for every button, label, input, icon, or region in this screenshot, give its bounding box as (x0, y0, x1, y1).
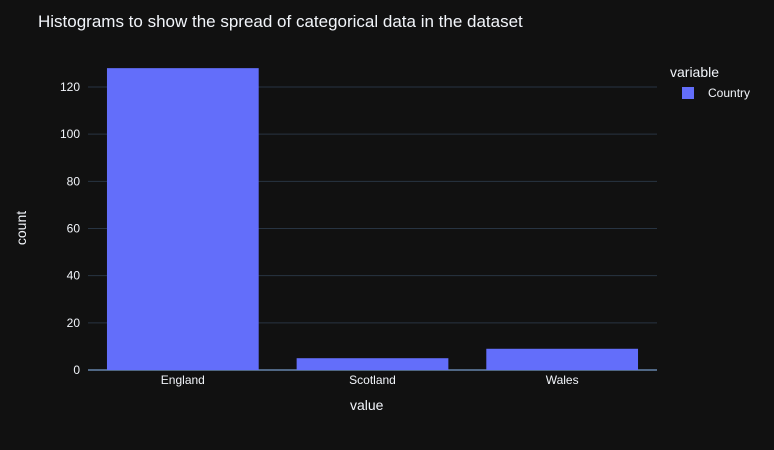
x-tick-label: Wales (546, 373, 579, 387)
chart-title: Histograms to show the spread of categor… (38, 12, 523, 31)
x-tick-label: Scotland (349, 373, 396, 387)
y-tick-label: 20 (67, 316, 81, 330)
bar-england[interactable] (106, 68, 259, 370)
y-tick-label: 80 (67, 174, 81, 188)
legend: variable Country (670, 64, 750, 100)
y-tick-label: 40 (67, 269, 81, 283)
y-tick-label: 120 (60, 80, 80, 94)
x-axis-title: value (350, 397, 384, 413)
bar-scotland[interactable] (296, 358, 449, 370)
y-tick-label: 60 (67, 222, 81, 236)
legend-title: variable (670, 64, 720, 80)
bars (106, 68, 639, 370)
x-tick-labels: England Scotland Wales (161, 373, 579, 387)
y-tick-label: 0 (73, 363, 80, 377)
bar-wales[interactable] (486, 348, 639, 370)
y-axis-title: count (13, 210, 30, 246)
legend-item-country[interactable]: Country (682, 86, 750, 100)
legend-swatch (682, 87, 694, 99)
y-tick-labels: 0 20 40 60 80 100 120 (60, 80, 80, 377)
legend-item-label: Country (708, 86, 751, 100)
x-tick-label: England (161, 373, 205, 387)
y-tick-label: 100 (60, 127, 80, 141)
